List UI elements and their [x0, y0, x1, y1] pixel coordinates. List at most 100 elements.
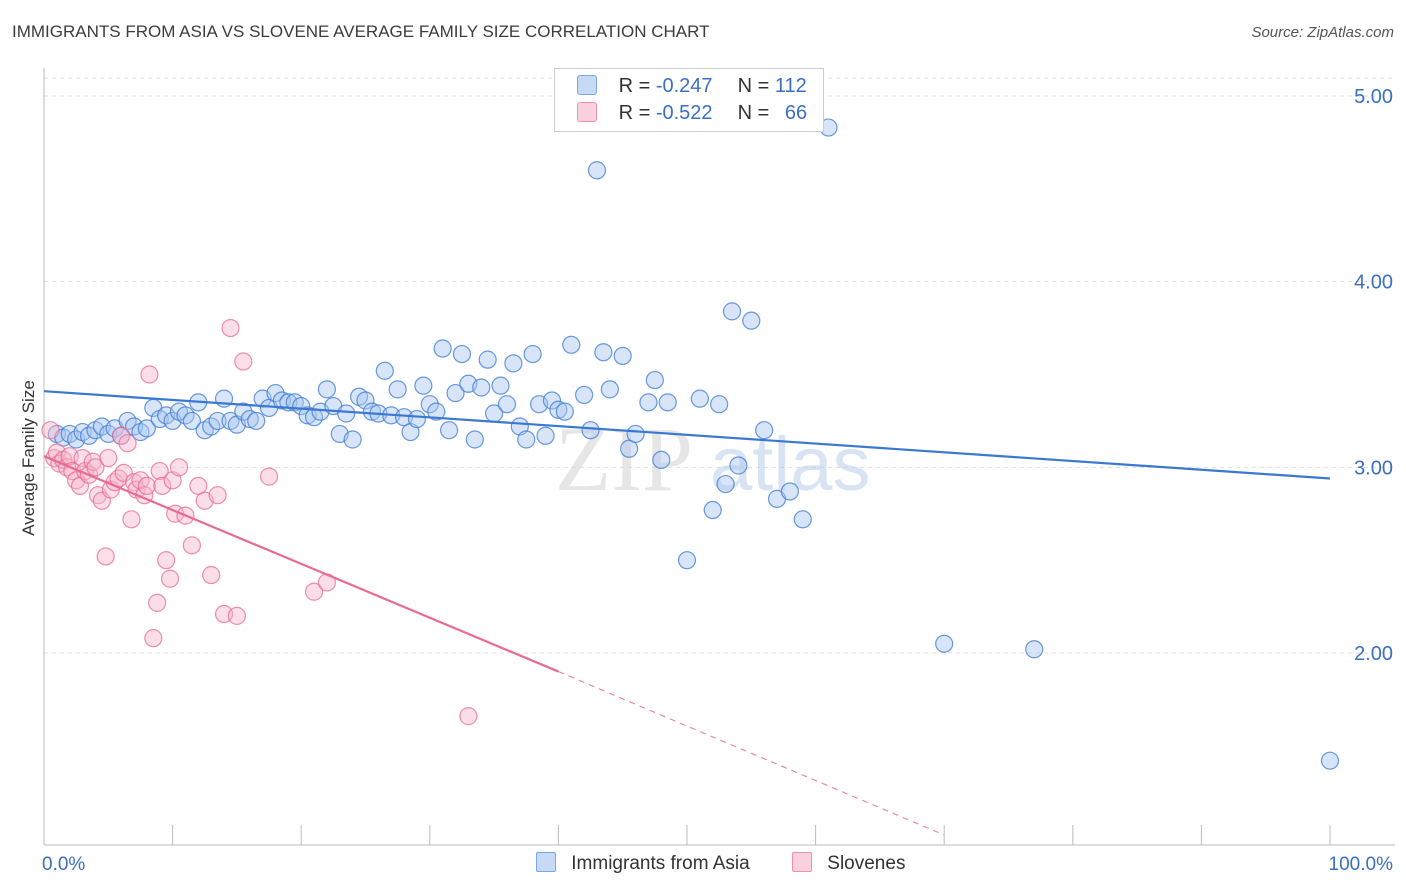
y-tick-label-1: 3.00 — [1354, 457, 1393, 479]
slovenes-point-32 — [144, 629, 163, 648]
slovenes-point-18 — [99, 448, 118, 468]
bottom-legend-label-slovenes: Slovenes — [827, 853, 906, 874]
asia-point-51 — [375, 361, 394, 380]
slovenes-point-14 — [86, 458, 105, 477]
asia-point-66 — [472, 378, 491, 397]
slovenes-point-42 — [182, 536, 201, 555]
y-tick-label-0: 2.00 — [1354, 643, 1393, 665]
asia-point-98 — [722, 302, 742, 321]
y-axis-label: Average Family Size — [19, 380, 38, 536]
slovenes-point-52 — [304, 582, 324, 601]
asia-trend-line — [43, 390, 1331, 480]
slovenes-point-46 — [208, 486, 227, 505]
asia-point-85 — [600, 380, 619, 399]
asia-point-14 — [137, 419, 156, 438]
bottom-legend-swatch-asia — [536, 852, 556, 872]
slovenes-point-54 — [459, 707, 478, 726]
y-tick-label-3: 5.00 — [1354, 86, 1393, 108]
slovenes-point-36 — [157, 551, 176, 570]
asia-point-30 — [240, 409, 259, 429]
slovenes-point-49 — [227, 606, 246, 625]
asia-point-46 — [343, 430, 362, 449]
slovenes-point-40 — [169, 458, 189, 477]
bottom-legend-asia: Immigrants from Asia — [536, 852, 750, 875]
asia-point-21 — [182, 411, 201, 431]
legend-swatch-slovenes — [577, 102, 597, 122]
slovenes-point-24 — [118, 434, 137, 453]
asia-point-92 — [658, 393, 677, 412]
asia-point-42 — [317, 380, 337, 399]
slovenes-point-37 — [160, 569, 180, 588]
slovenes-point-0 — [41, 421, 60, 440]
asia-point-79 — [555, 402, 574, 421]
asia-point-34 — [266, 383, 285, 403]
asia-point-25 — [208, 411, 227, 431]
asia-point-60 — [433, 339, 452, 358]
legend-r-label: R = — [618, 102, 651, 124]
asia-point-73 — [517, 430, 536, 449]
asia-point-65 — [465, 430, 484, 449]
asia-point-96 — [710, 395, 729, 414]
asia-point-38 — [292, 396, 311, 416]
slovenes-trend-line — [43, 455, 559, 673]
y-tick-label-2: 4.00 — [1354, 272, 1393, 294]
asia-point-58 — [420, 395, 439, 414]
slovenes-point-31 — [140, 365, 159, 384]
asia-point-63 — [452, 344, 472, 364]
legend-n-label: N = — [737, 102, 770, 124]
slovenes-point-45 — [202, 565, 221, 585]
asia-point-90 — [645, 370, 664, 390]
asia-point-49 — [362, 402, 382, 421]
asia-point-62 — [446, 383, 465, 403]
slovenes-point-23 — [114, 463, 133, 483]
asia-point-93 — [677, 551, 697, 570]
asia-point-104 — [793, 510, 812, 529]
legend-swatch-asia — [577, 75, 597, 95]
asia-point-94 — [690, 389, 709, 408]
asia-point-70 — [497, 395, 517, 414]
legend-r-label: R = — [618, 75, 651, 97]
asia-point-89 — [639, 393, 658, 412]
legend-r-value-slovenes: -0.522 — [655, 102, 713, 124]
asia-point-45 — [337, 404, 356, 423]
slovenes-point-48 — [221, 318, 240, 338]
slovenes-point-35 — [153, 476, 172, 495]
asia-point-71 — [504, 354, 523, 373]
watermark-atlas: atlas — [710, 422, 871, 507]
x-tick-label-0: 0.0% — [42, 854, 85, 875]
legend-box: R = -0.247 N = 112 R = -0.522 N = 66 — [554, 68, 824, 132]
asia-point-77 — [542, 391, 562, 410]
asia-point-103 — [780, 482, 799, 501]
asia-point-74 — [523, 344, 542, 364]
asia-point-80 — [562, 335, 581, 354]
asia-point-31 — [247, 411, 266, 431]
bottom-legend-slovenes: Slovenes — [792, 852, 905, 875]
asia-point-29 — [234, 402, 253, 421]
slovenes-point-50 — [234, 352, 253, 371]
asia-point-106 — [935, 634, 954, 653]
asia-point-59 — [427, 402, 446, 421]
asia-point-100 — [742, 311, 761, 330]
legend-n-label: N = — [737, 75, 770, 97]
asia-point-86 — [613, 346, 632, 366]
asia-point-84 — [594, 343, 613, 362]
slovenes-trend-extension — [558, 671, 945, 836]
bottom-legend-label-asia: Immigrants from Asia — [571, 853, 750, 874]
legend-row-slovenes: R = -0.522 N = 66 — [577, 102, 807, 128]
slovenes-point-34 — [150, 461, 169, 481]
x-tick-label-1: 100.0% — [1329, 854, 1394, 875]
asia-point-82 — [581, 421, 600, 440]
source-label: Source: ZipAtlas.com — [1251, 24, 1394, 41]
asia-point-81 — [575, 385, 594, 405]
slovenes-point-25 — [122, 510, 141, 529]
legend-n-value-asia: 112 — [774, 75, 807, 97]
legend-n-value-slovenes: 66 — [784, 102, 808, 124]
asia-point-101 — [755, 421, 774, 440]
asia-point-57 — [414, 376, 433, 395]
slovenes-point-22 — [112, 426, 131, 445]
asia-point-91 — [652, 450, 671, 470]
asia-point-61 — [439, 421, 459, 440]
slovenes-point-33 — [148, 593, 167, 612]
asia-point-69 — [491, 376, 510, 395]
